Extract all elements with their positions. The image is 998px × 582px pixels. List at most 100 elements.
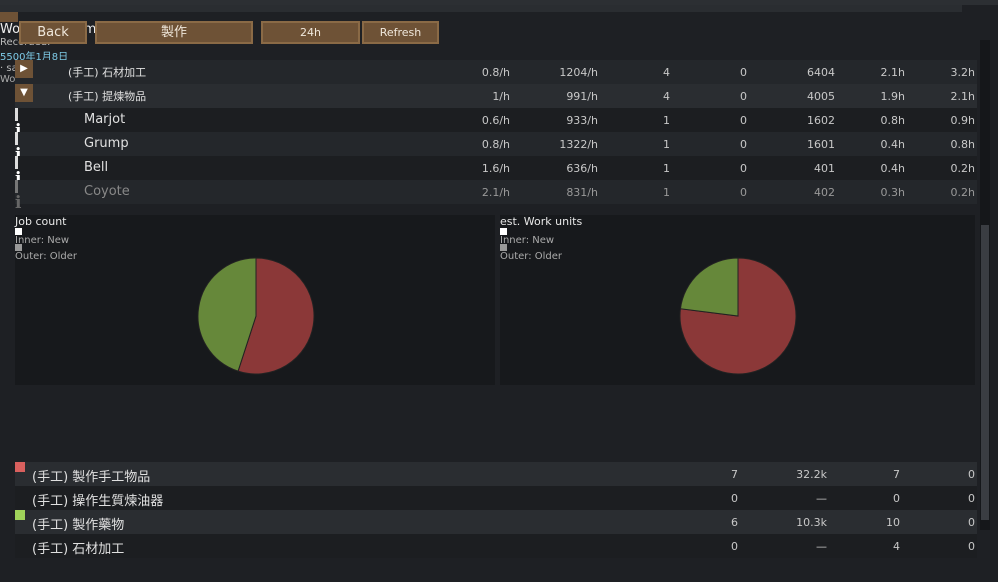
cell: 1.9h xyxy=(880,90,905,103)
pawn-icon xyxy=(15,108,18,121)
cell: 0 xyxy=(893,492,900,505)
cell: 0 xyxy=(968,492,975,505)
chart-title: est. Work units xyxy=(500,215,583,228)
cell: 6404 xyxy=(807,66,835,79)
pie-slice xyxy=(197,257,257,372)
info-icon[interactable]: i xyxy=(15,121,22,141)
workgiver-row[interactable]: (手工) 製作手工物品 7 32.2k 7 0 xyxy=(15,462,977,486)
button[interactable]: 製作 xyxy=(95,21,253,44)
cell: 3.2h xyxy=(950,66,975,79)
cell: 1322/h xyxy=(559,138,598,151)
info-icon[interactable]: i xyxy=(15,193,22,213)
cell: 991/h xyxy=(566,90,598,103)
cell: 4005 xyxy=(807,90,835,103)
cell: 0 xyxy=(968,468,975,481)
cell: 4 xyxy=(663,66,670,79)
workgiver-row[interactable]: (手工) 製作藥物 6 10.3k 10 0 xyxy=(15,510,977,534)
workgiver-name: (手工) 操作生質煉油器 xyxy=(32,494,164,509)
chart-panel: est. Work units Inner: New Outer: Older xyxy=(500,215,975,385)
workgiver-name: (手工) 製作手工物品 xyxy=(32,470,151,485)
cell: 0.4h xyxy=(880,162,905,175)
legend-label: Outer: Older xyxy=(15,251,78,260)
button[interactable]: Refresh xyxy=(362,21,439,44)
cell: 0.2h xyxy=(950,162,975,175)
expand-button[interactable]: ▶ xyxy=(15,60,33,78)
pawn-icon xyxy=(15,156,18,169)
cell: 933/h xyxy=(566,114,598,127)
bill-row[interactable]: ▶ (手工) 石材加工 0.8/h 1204/h 4 0 6404 2.1h 3.2h xyxy=(15,60,977,84)
cell: 6 xyxy=(731,516,738,529)
cell: 2.1h xyxy=(880,66,905,79)
cell: 7 xyxy=(731,468,738,481)
legend-label: Inner: New xyxy=(500,235,555,244)
cell: 1204/h xyxy=(559,66,598,79)
pawn-row[interactable]: Grump i 0.8/h 1322/h 1 0 1601 0.4h 0.8h xyxy=(15,132,977,165)
recorded-date: 5500年1月8日 xyxy=(0,52,69,63)
legend-swatch xyxy=(500,244,507,251)
bill-name: (手工) 提煉物品 xyxy=(68,90,147,103)
cell: 1/h xyxy=(492,90,510,103)
pie xyxy=(679,257,797,375)
tab-strip xyxy=(0,0,998,5)
cell: 0 xyxy=(740,66,747,79)
info-icon[interactable]: i xyxy=(15,169,22,189)
color-swatch xyxy=(15,510,25,520)
cell: 0.8/h xyxy=(481,138,510,151)
legend-swatch xyxy=(15,244,22,251)
legend-label: Outer: Older xyxy=(500,251,563,260)
pawn-row[interactable]: Coyote i 2.1/h 831/h 1 0 402 0.3h 0.2h xyxy=(15,180,977,213)
workgiver-row[interactable]: (手工) 石材加工 0 — 4 0 xyxy=(15,534,977,558)
bill-row[interactable]: ▼ (手工) 提煉物品 1/h 991/h 4 0 4005 1.9h 2.1h xyxy=(15,84,977,108)
info-icon[interactable]: i xyxy=(15,145,22,165)
cell: 2.1/h xyxy=(481,186,510,199)
pawn-name: Grump xyxy=(84,136,129,151)
cell: 0 xyxy=(740,90,747,103)
pawn-name: Marjot xyxy=(84,112,126,127)
cell: 32.2k xyxy=(796,468,827,481)
legend-swatch xyxy=(15,228,22,235)
cell: 10.3k xyxy=(796,516,827,529)
pie-slice xyxy=(237,257,315,375)
cell: 0 xyxy=(968,516,975,529)
cell: — xyxy=(816,540,827,553)
pawn-icon xyxy=(15,180,18,193)
cell: 0.3h xyxy=(880,186,905,199)
cell: 0.6/h xyxy=(481,114,510,127)
bill-name: (手工) 石材加工 xyxy=(68,66,147,79)
cell: 0 xyxy=(740,162,747,175)
cell: 401 xyxy=(814,162,835,175)
pawn-name: Bell xyxy=(84,160,109,175)
chart-panel: Job count Inner: New Outer: Older xyxy=(15,215,495,385)
pie-slice xyxy=(679,257,739,317)
pie-slice xyxy=(679,257,797,375)
cell: 0 xyxy=(731,492,738,505)
pawn-row[interactable]: Bell i 1.6/h 636/h 1 0 401 0.4h 0.2h xyxy=(15,156,977,189)
pawn-row[interactable]: Marjot i 0.6/h 933/h 1 0 1602 0.8h 0.9h xyxy=(15,108,977,141)
cell: 1602 xyxy=(807,114,835,127)
cell: 1.6/h xyxy=(481,162,510,175)
cell: 0 xyxy=(740,186,747,199)
button[interactable]: Back xyxy=(19,21,87,44)
pawn-name: Coyote xyxy=(84,184,130,199)
expand-button[interactable]: ▼ xyxy=(15,84,33,102)
color-swatch xyxy=(15,462,25,472)
scrollbar[interactable] xyxy=(980,40,990,530)
cell: 0.4h xyxy=(880,138,905,151)
cell: 636/h xyxy=(566,162,598,175)
cell: 0 xyxy=(740,138,747,151)
legend-swatch xyxy=(500,228,507,235)
arrow-button xyxy=(0,12,18,22)
cell: 1 xyxy=(663,138,670,151)
cell: 10 xyxy=(886,516,900,529)
chart-title: Job count xyxy=(15,215,67,228)
cell: 0.8h xyxy=(950,138,975,151)
button[interactable]: 24h xyxy=(261,21,360,44)
cell: 2.1h xyxy=(950,90,975,103)
workgiver-name: (手工) 石材加工 xyxy=(32,542,125,557)
cell: 1 xyxy=(663,162,670,175)
cell: 0.9h xyxy=(950,114,975,127)
cell: 0 xyxy=(968,540,975,553)
cell: — xyxy=(816,492,827,505)
workgiver-row[interactable]: (手工) 操作生質煉油器 0 — 0 0 xyxy=(15,486,977,510)
